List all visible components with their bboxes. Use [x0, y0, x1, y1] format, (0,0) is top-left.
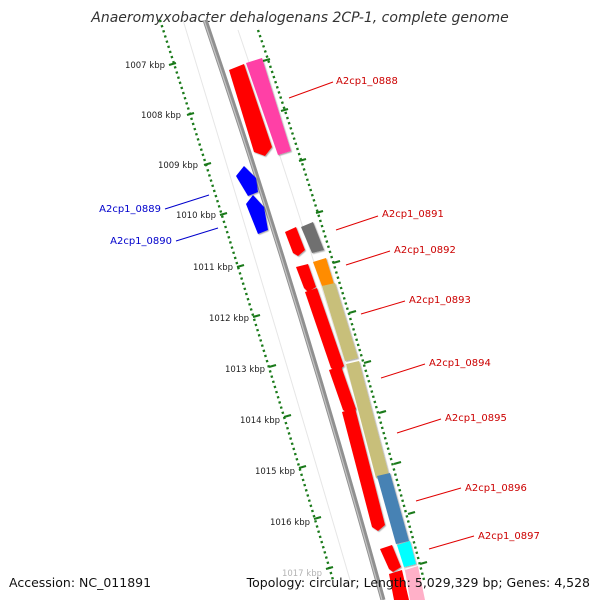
- label-gene-0888[interactable]: A2cp1_0888: [336, 76, 398, 87]
- leader-0895: [396, 418, 442, 434]
- gene-0893[interactable]: [322, 283, 358, 361]
- inner-tick-2: [203, 161, 212, 167]
- outer-tick-10: [419, 560, 428, 566]
- inner-tick-8: [298, 464, 307, 470]
- inner-tick-9: [313, 515, 322, 521]
- gene-features: [229, 58, 425, 600]
- label-gene-0891[interactable]: A2cp1_0891: [382, 209, 444, 220]
- outer-tick-2: [298, 157, 307, 163]
- outer-tick-3: [315, 209, 324, 215]
- outer-tick-7: [378, 409, 387, 415]
- label-gene-0894[interactable]: A2cp1_0894: [429, 358, 491, 369]
- inner-dotted-ring: [158, 19, 335, 581]
- inner-tick-6: [268, 363, 277, 369]
- gene-0891-red[interactable]: [285, 227, 305, 256]
- genome-title: Anaeromyxobacter dehalogenans 2CP-1, com…: [91, 10, 509, 26]
- kbp-label: 1012 kbp: [209, 314, 249, 324]
- kbp-label: 1011 kbp: [193, 263, 233, 273]
- gene-next-pink[interactable]: [405, 566, 425, 600]
- leader-0889: [164, 194, 210, 210]
- kbp-label: 1014 kbp: [240, 416, 280, 426]
- inner-tick-5: [252, 313, 261, 319]
- inner-faint-line: [182, 19, 351, 581]
- backbone-highlight: [203, 19, 383, 600]
- inner-tick-7: [283, 413, 292, 419]
- gene-0897[interactable]: [397, 541, 416, 567]
- gene-0890[interactable]: [246, 195, 268, 234]
- gene-0894-red[interactable]: [329, 366, 356, 414]
- outer-tick-4: [332, 259, 341, 265]
- tick-marks: [168, 57, 428, 571]
- label-gene-0897[interactable]: A2cp1_0897: [478, 531, 540, 542]
- genome-summary-text: Topology: circular; Length: 5,029,329 bp…: [246, 575, 590, 590]
- gene-0889[interactable]: [236, 166, 258, 196]
- outer-tick-0: [262, 57, 271, 63]
- label-gene-0892[interactable]: A2cp1_0892: [394, 245, 456, 256]
- leader-0896: [415, 487, 462, 502]
- gene-next-red[interactable]: [389, 570, 409, 600]
- inner-tick-3: [219, 211, 228, 217]
- kbp-label: 1017 kbp: [282, 569, 322, 579]
- inner-tick-0: [168, 61, 177, 67]
- kbp-label: 1015 kbp: [255, 467, 295, 477]
- inner-tick-1: [186, 111, 195, 117]
- gene-0891[interactable]: [301, 222, 324, 253]
- leader-0893: [360, 300, 406, 315]
- label-leader-lines: [164, 81, 475, 550]
- outer-dotted-ring: [256, 29, 426, 581]
- outer-tick-9: [407, 510, 416, 516]
- inner-tick-10: [325, 565, 334, 571]
- outer-tick-6: [363, 359, 372, 365]
- leader-0894: [380, 363, 426, 379]
- gene-0888-pink[interactable]: [246, 58, 291, 155]
- kbp-label: 1008 kbp: [141, 111, 181, 121]
- gene-0892-red[interactable]: [296, 264, 316, 292]
- leader-0897: [428, 535, 475, 550]
- kbp-label: 1007 kbp: [125, 61, 165, 71]
- outer-tick-8: [393, 460, 402, 466]
- label-gene-0893[interactable]: A2cp1_0893: [409, 295, 471, 306]
- inner-tick-4: [236, 263, 245, 269]
- gene-0897-red[interactable]: [380, 545, 401, 572]
- gene-0888-red[interactable]: [229, 64, 272, 156]
- gene-0895-red[interactable]: [342, 408, 385, 531]
- leader-0890: [175, 227, 219, 242]
- kbp-label: 1009 kbp: [158, 161, 198, 171]
- outer-tick-5: [348, 309, 357, 315]
- backbone-line: [202, 19, 386, 600]
- kbp-labels: 1007 kbp 1008 kbp 1009 kbp 1010 kbp 1011 kbp…: [125, 61, 322, 579]
- leader-0892: [345, 250, 391, 266]
- gene-0896[interactable]: [377, 473, 409, 544]
- kbp-label: 1016 kbp: [270, 518, 310, 528]
- gene-0892[interactable]: [313, 258, 334, 286]
- kbp-label: 1010 kbp: [176, 211, 216, 221]
- label-gene-0889[interactable]: A2cp1_0889: [99, 204, 161, 215]
- gene-0893-red[interactable]: [305, 288, 344, 372]
- label-gene-0895[interactable]: A2cp1_0895: [445, 413, 507, 424]
- label-gene-0896[interactable]: A2cp1_0896: [465, 483, 527, 494]
- gene-0894[interactable]: [346, 361, 389, 478]
- kbp-label: 1013 kbp: [225, 365, 265, 375]
- accession-text: Accession: NC_011891: [9, 575, 152, 590]
- label-gene-0890[interactable]: A2cp1_0890: [110, 236, 172, 247]
- leader-0888: [288, 81, 334, 99]
- leader-0891: [335, 215, 379, 231]
- outer-tick-1: [280, 107, 289, 113]
